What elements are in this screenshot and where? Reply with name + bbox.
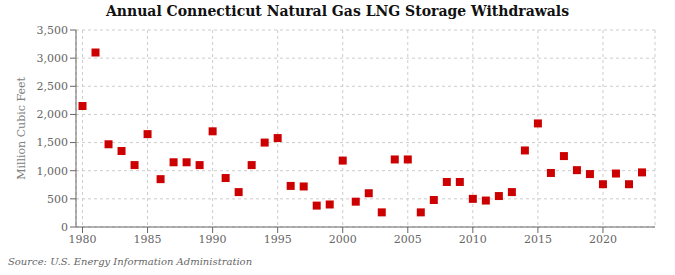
svg-text:2,000: 2,000	[37, 108, 69, 121]
svg-text:2,500: 2,500	[37, 80, 69, 93]
svg-text:2015: 2015	[524, 233, 552, 246]
svg-text:Million Cubic Feet: Million Cubic Feet	[15, 77, 28, 180]
svg-text:1985: 1985	[134, 233, 162, 246]
svg-text:2000: 2000	[329, 233, 357, 246]
svg-text:1995: 1995	[264, 233, 292, 246]
html-text:Annual Connecticut Natural Gas: Annual Connecticut Natural Gas LNG Stora…	[105, 3, 569, 19]
svg-text:0: 0	[61, 221, 68, 234]
svg-text:2005: 2005	[394, 233, 422, 246]
svg-text:1980: 1980	[69, 233, 97, 246]
svg-text:1,000: 1,000	[37, 165, 69, 178]
svg-text:2010: 2010	[459, 233, 487, 246]
svg-text:3,500: 3,500	[37, 24, 69, 37]
svg-text:2020: 2020	[589, 233, 617, 246]
svg-text:1990: 1990	[199, 233, 227, 246]
svg-text:1,500: 1,500	[37, 136, 69, 149]
svg-text:3,000: 3,000	[37, 52, 69, 65]
svg-text:500: 500	[47, 193, 68, 206]
html-text:Source: U.S. Energy Informatio: Source: U.S. Energy Information Administ…	[8, 256, 253, 267]
